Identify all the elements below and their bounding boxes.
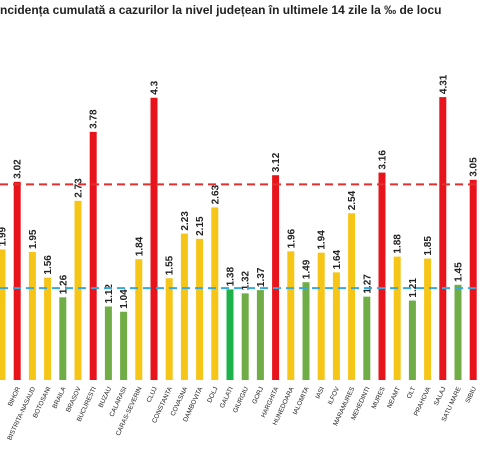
value-label: 2.15: [195, 216, 206, 236]
value-label: 1.38: [226, 267, 237, 287]
value-label: 2.23: [180, 211, 191, 231]
value-label: 1.32: [241, 270, 252, 290]
x-tick-label: SIBIU: [464, 386, 478, 405]
bar: [241, 293, 249, 380]
value-label: 1.27: [362, 274, 373, 294]
value-label: 3.12: [271, 152, 282, 172]
bar: [363, 296, 371, 380]
value-label: 1.26: [58, 274, 69, 294]
bar: [0, 249, 6, 380]
value-label: 3.02: [13, 159, 24, 179]
bar: [74, 200, 82, 380]
x-tick-label: OLT: [406, 386, 417, 400]
bar: [287, 251, 295, 380]
bar: [44, 277, 52, 380]
bar: [393, 256, 401, 380]
value-label: 1.55: [165, 255, 176, 275]
bar: [120, 311, 128, 380]
bar: [439, 97, 447, 380]
bar: [13, 181, 21, 380]
value-label: 1.99: [0, 226, 9, 246]
value-label: 1.45: [454, 262, 465, 282]
value-label: 1.95: [28, 229, 39, 249]
bar: [150, 97, 158, 380]
value-label: 1.96: [286, 228, 297, 248]
x-tick-label: MURES: [371, 385, 388, 410]
value-label: 3.16: [378, 150, 389, 170]
bar: [104, 306, 112, 380]
x-tick-label: SALAJ: [433, 386, 448, 407]
value-label: 2.54: [347, 190, 358, 210]
value-label: 4.31: [438, 74, 449, 94]
x-tick-label: GORJ: [251, 386, 265, 405]
bar: [408, 300, 416, 380]
x-tick-label: CLUJ: [146, 386, 159, 404]
bar: [272, 175, 280, 380]
value-label: 1.64: [332, 249, 343, 269]
value-label: 1.04: [119, 289, 130, 309]
bar: [348, 213, 356, 380]
value-label: 3.05: [469, 157, 480, 177]
x-tick-label: NEAMT: [386, 386, 402, 410]
value-label: 3.78: [89, 109, 100, 129]
x-tick-label: BIHOR: [7, 386, 22, 408]
chart-title: ncidența cumulată a cazurilor la nivel j…: [0, 3, 441, 17]
value-label: 1.94: [317, 230, 328, 250]
bar: [469, 179, 477, 380]
x-tick-label: IASI: [314, 386, 326, 400]
value-label: 1.88: [393, 234, 404, 254]
bar: [180, 233, 188, 380]
bar: [59, 297, 67, 380]
value-label: 1.12: [104, 284, 115, 304]
x-tick-label: BRAILA: [51, 385, 67, 410]
bar: [196, 238, 204, 380]
bar: [165, 278, 173, 380]
bar: [332, 272, 340, 380]
bar: [256, 290, 264, 380]
bar: [317, 252, 325, 380]
bar: [211, 207, 219, 380]
x-tick-label: DOLJ: [206, 386, 219, 404]
x-tick-label: BUZAU: [98, 386, 114, 409]
bar: [226, 289, 234, 380]
value-label: 1.49: [302, 259, 313, 279]
value-label: 1.21: [408, 278, 419, 298]
value-label: 1.84: [134, 236, 145, 256]
x-tick-label: GALATI: [219, 386, 235, 410]
bar: [135, 259, 143, 380]
bar: [454, 284, 462, 380]
x-tick-label: GIURGIU: [232, 386, 250, 414]
bar: [378, 172, 386, 380]
value-label: 1.56: [43, 255, 54, 275]
value-label: 1.85: [423, 236, 434, 256]
value-label: 1.37: [256, 267, 267, 287]
value-label: 2.63: [210, 184, 221, 204]
bar: [28, 252, 36, 380]
bar: [302, 282, 310, 380]
bar: [89, 131, 97, 380]
bar: [424, 258, 432, 380]
x-tick-label: ILFOV: [327, 385, 342, 406]
value-label: 4.3: [150, 80, 161, 94]
value-label: 2.73: [74, 178, 85, 198]
